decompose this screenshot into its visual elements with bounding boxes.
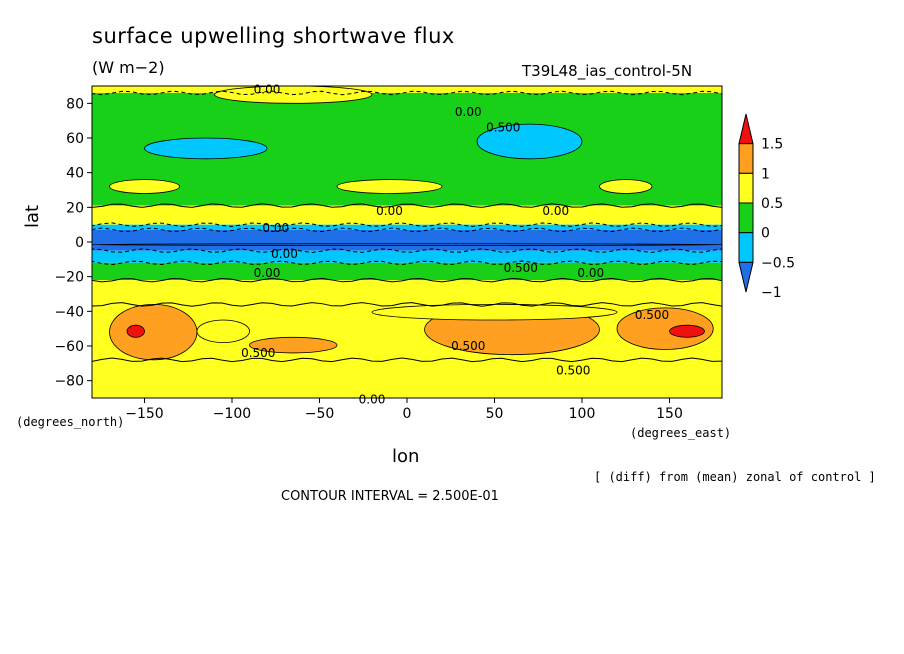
y-tick-label: −20 [54, 270, 84, 286]
contour-label: 0.00 [359, 393, 386, 407]
region-2 [616, 307, 714, 350]
contour-interval: CONTOUR INTERVAL = 2.500E-01 [281, 489, 499, 504]
zonal-band-9 [92, 359, 722, 398]
y-unit-label: (degrees_north) [16, 415, 125, 429]
zonal-band-3 [92, 224, 722, 230]
x-tick-label: 100 [569, 406, 596, 422]
x-tick-label: 150 [656, 406, 683, 422]
region-13 [599, 179, 653, 194]
colorbar-segment [738, 232, 754, 263]
contour-label: 0.00 [254, 266, 281, 280]
x-tick-label: −150 [125, 406, 163, 422]
contour-label: 0.00 [577, 266, 604, 280]
contour-label: 0.500 [556, 363, 590, 377]
region-3 [126, 324, 145, 338]
region-0 [109, 303, 198, 361]
contour-line-7 [92, 277, 722, 283]
y-tick-label: 60 [66, 131, 84, 147]
region-7 [249, 336, 338, 354]
region-12 [336, 179, 443, 194]
contour-line-3 [92, 222, 722, 227]
units-label: (W m−2) [92, 58, 165, 77]
diff-note: [ (diff) from (mean) zonal of control ] [594, 470, 876, 484]
contour-label: 0.500 [635, 308, 669, 322]
contour-labels: 0.00 0.00 0.500 0.00 0.00 0.00 0.00 0.500 0.00 0.… [241, 82, 669, 406]
x-tick-label: −50 [305, 406, 335, 422]
colorbar-label: 0.5 [761, 196, 783, 212]
colorbar-label: 0 [761, 226, 770, 242]
contour-line-2 [92, 203, 722, 208]
contour-label: 0.500 [241, 346, 275, 360]
region-9 [144, 137, 268, 160]
y-tick-label: −80 [54, 374, 84, 390]
contour-line-4 [92, 227, 722, 233]
colorbar-segment [738, 113, 754, 145]
x-tick-label: 0 [403, 406, 412, 422]
y-tick-label: 0 [75, 235, 84, 251]
x-tick-label: 50 [486, 406, 504, 422]
zonal-band-5 [92, 250, 722, 263]
region-6 [196, 319, 250, 343]
region-14 [92, 243, 722, 246]
run-label: T39L48_ias_control-5N [522, 62, 693, 80]
zonal-band-0 [92, 86, 722, 93]
contour-line-6 [92, 260, 722, 266]
contour-label: 0.00 [455, 105, 482, 119]
colorbar-label: −1 [761, 285, 782, 301]
region-5 [371, 304, 618, 321]
colorbar-segment [738, 172, 754, 204]
colorbar-segment [738, 202, 754, 234]
zonal-band-7 [92, 280, 722, 305]
y-tick-label: −40 [54, 304, 84, 320]
region-8 [476, 123, 583, 160]
y-tick-label: 40 [66, 166, 84, 182]
axes: −150 −100 −50 0 50 100 150 80 60 40 20 0 −20 −40 −60 −8… [54, 96, 682, 422]
x-tick-label: −100 [213, 406, 251, 422]
zonal-band-6 [92, 262, 722, 281]
contour-label: 0.00 [254, 82, 281, 96]
colorbar-segment [738, 143, 754, 174]
y-tick-label: 20 [66, 200, 84, 216]
contour-label: 0.00 [271, 247, 298, 261]
region-11 [109, 179, 180, 194]
colorbar-segment [738, 261, 754, 293]
region-4 [669, 324, 705, 338]
y-tick-label: 80 [66, 96, 84, 112]
contour-label: 0.500 [486, 121, 520, 135]
contour-line-9 [92, 357, 722, 363]
colorbar-label: 1 [761, 166, 770, 182]
colorbar-label: −0.5 [761, 255, 795, 271]
colorbar-label: 1.5 [761, 137, 783, 153]
contour-line-8 [92, 302, 722, 307]
contour-line-5 [92, 248, 722, 253]
plot-area [91, 85, 723, 399]
x-axis-label: lon [392, 446, 420, 467]
contour-line-1 [92, 90, 722, 96]
contour-label: 0.00 [262, 221, 289, 235]
contour-label: 0.00 [542, 204, 569, 218]
contour-label: 0.500 [504, 261, 538, 275]
x-unit-label: (degrees_east) [630, 426, 732, 440]
contour-label: 0.500 [451, 339, 485, 353]
zonal-band-2 [92, 205, 722, 225]
colorbar: 1.5 1 0.5 0 −0.5 −1 [738, 113, 795, 301]
chart-title: surface upwelling shortwave flux [92, 24, 455, 48]
y-tick-label: −60 [54, 339, 84, 355]
contour-label: 0.00 [376, 204, 403, 218]
zonal-band-4 [92, 229, 722, 251]
